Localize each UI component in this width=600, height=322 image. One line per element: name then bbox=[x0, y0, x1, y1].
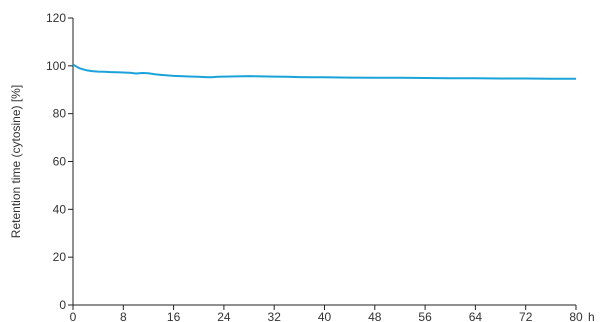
y-tick-label: 120 bbox=[46, 11, 66, 25]
x-tick-label: 40 bbox=[318, 310, 332, 322]
x-axis-unit-label: h bbox=[588, 310, 595, 322]
axes bbox=[72, 18, 576, 306]
y-tick-label: 0 bbox=[59, 298, 66, 312]
series-group bbox=[72, 63, 576, 80]
x-tick-label: 8 bbox=[120, 310, 127, 322]
x-tick-label: 32 bbox=[268, 310, 282, 322]
x-tick-label: 72 bbox=[519, 310, 533, 322]
x-tick-label: 64 bbox=[469, 310, 483, 322]
y-tick-label: 40 bbox=[53, 202, 67, 216]
x-tick-label: 0 bbox=[70, 310, 77, 322]
y-axis-title: Retention time (cytosine) [%] bbox=[9, 85, 23, 238]
x-tick-label: 80 bbox=[569, 310, 583, 322]
y-tick-label: 60 bbox=[53, 155, 67, 169]
y-tick-label: 20 bbox=[53, 250, 67, 264]
x-tick-label: 24 bbox=[217, 310, 231, 322]
x-tick-label: 48 bbox=[368, 310, 382, 322]
retention-series-line bbox=[72, 63, 576, 80]
y-tick-label: 80 bbox=[53, 107, 67, 121]
x-tick-label: 56 bbox=[418, 310, 432, 322]
y-tick-label: 100 bbox=[46, 59, 66, 73]
x-tick-label: 16 bbox=[167, 310, 181, 322]
y-axis-ticks: 0 20 40 60 80 100 120 bbox=[46, 11, 73, 312]
x-axis-ticks: 0 8 16 24 32 40 48 56 64 72 80 bbox=[70, 305, 583, 322]
